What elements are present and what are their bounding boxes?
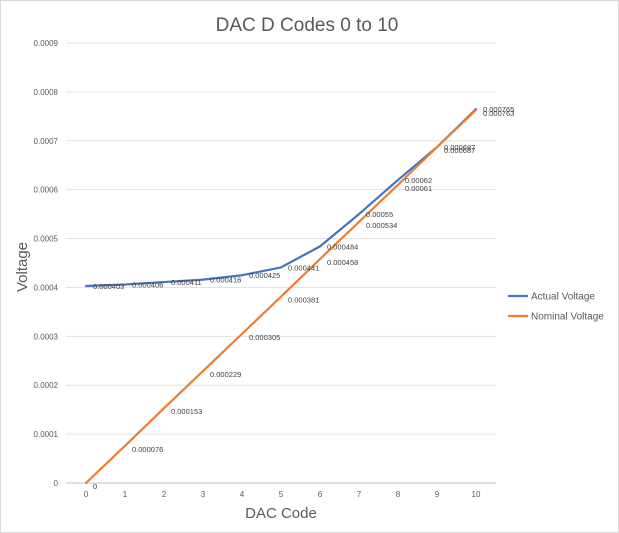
actual-data-label: 0.000687 <box>444 143 475 152</box>
x-tick-label: 8 <box>396 490 401 499</box>
nominal-data-label: 0.000381 <box>288 296 319 305</box>
x-tick-label: 7 <box>357 490 362 499</box>
y-axis-ticks: 0 0.0001 0.0002 0.0003 0.0004 0.0005 0.0006 0.0… <box>34 39 59 488</box>
actual-data-label: 0.000425 <box>249 271 280 280</box>
chart-title: DAC D Codes 0 to 10 <box>216 15 399 36</box>
nominal-data-label: 0.000305 <box>249 333 280 342</box>
actual-data-label: 0.000484 <box>327 242 358 251</box>
nominal-data-label: 0.000763 <box>483 109 514 118</box>
nominal-data-label: 0.000153 <box>171 407 202 416</box>
gridlines <box>66 42 496 484</box>
x-tick-label: 3 <box>201 490 206 499</box>
legend: Actual Voltage Nominal Voltage <box>508 292 604 323</box>
y-axis-title: Voltage <box>14 242 31 292</box>
nominal-data-label: 0.000076 <box>132 445 163 454</box>
y-tick-label: 0.0001 <box>34 430 59 439</box>
actual-data-label: 0.000765 <box>483 105 514 114</box>
y-tick-label: 0 <box>54 479 59 488</box>
series-lines <box>84 107 478 485</box>
series-line-actual-voltage <box>84 107 478 288</box>
y-tick-label: 0.0006 <box>34 186 59 195</box>
actual-data-label: 0.000441 <box>288 263 319 272</box>
actual-data-label: 0.000406 <box>132 281 163 290</box>
x-tick-label: 2 <box>162 490 167 499</box>
y-tick-label: 0.0009 <box>34 39 59 48</box>
x-tick-label: 4 <box>240 490 245 499</box>
actual-data-label: 0.000403 <box>93 282 124 291</box>
x-tick-label: 0 <box>84 490 89 499</box>
legend-label: Nominal Voltage <box>531 312 604 323</box>
x-tick-label: 10 <box>472 490 481 499</box>
actual-data-label: 0.00055 <box>366 210 393 219</box>
y-tick-label: 0.0007 <box>34 137 59 146</box>
nominal-data-label: 0.000534 <box>366 221 397 230</box>
y-tick-label: 0.0005 <box>34 235 59 244</box>
data-labels: 0.000403 0.000406 0.000411 0.000416 0.000425… <box>93 105 514 491</box>
nominal-data-label: 0.00061 <box>405 184 432 193</box>
nominal-data-label: 0.000229 <box>210 370 241 379</box>
actual-data-label: 0.00062 <box>405 176 432 185</box>
x-tick-label: 5 <box>279 490 284 499</box>
nominal-data-label: 0 <box>93 482 97 491</box>
x-tick-label: 1 <box>123 490 128 499</box>
y-tick-label: 0.0002 <box>34 381 59 390</box>
series-line-nominal-voltage <box>84 108 478 485</box>
y-tick-label: 0.0008 <box>34 88 59 97</box>
x-tick-label: 9 <box>435 490 440 499</box>
nominal-data-label: 0.000687 <box>444 146 475 155</box>
y-tick-label: 0.0004 <box>34 283 59 292</box>
actual-data-label: 0.000416 <box>210 276 241 285</box>
actual-data-label: 0.000411 <box>171 278 202 287</box>
x-tick-label: 6 <box>318 490 323 499</box>
nominal-data-label: 0.000458 <box>327 258 358 267</box>
y-tick-label: 0.0003 <box>34 332 59 341</box>
x-axis-title: DAC Code <box>245 505 317 522</box>
legend-label: Actual Voltage <box>531 292 595 303</box>
x-axis-ticks: 0 1 2 3 4 5 6 7 8 9 10 <box>84 490 481 499</box>
